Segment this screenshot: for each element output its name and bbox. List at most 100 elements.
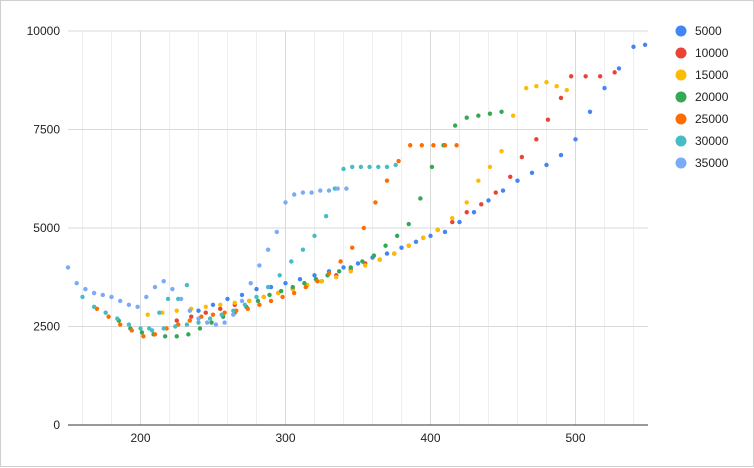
data-point <box>174 318 179 323</box>
data-point <box>147 326 152 331</box>
data-point <box>290 284 295 290</box>
data-point <box>429 164 435 170</box>
data-point <box>476 113 481 118</box>
data-point <box>479 202 484 207</box>
data-point <box>178 296 184 302</box>
legend-label: 35000 <box>695 156 729 170</box>
data-point <box>602 85 607 91</box>
data-point <box>394 233 400 239</box>
data-point <box>341 166 346 172</box>
data-point <box>210 302 216 308</box>
data-point <box>334 275 339 280</box>
data-point <box>452 123 458 128</box>
series-10000 <box>174 70 617 323</box>
data-point <box>442 143 448 148</box>
legend-label: 15000 <box>695 68 729 82</box>
data-point <box>161 326 166 331</box>
data-point <box>564 87 569 93</box>
data-point <box>267 292 272 298</box>
data-point <box>218 306 223 311</box>
data-point <box>247 298 252 304</box>
y-tick-label: 0 <box>53 418 60 432</box>
data-point <box>358 164 364 170</box>
data-point <box>297 277 303 282</box>
data-point <box>371 253 377 258</box>
data-point <box>242 302 248 308</box>
data-point <box>231 308 236 313</box>
data-point <box>302 280 307 286</box>
data-point <box>583 74 588 79</box>
data-point <box>141 334 146 339</box>
data-point <box>487 111 493 116</box>
data-point <box>392 251 397 256</box>
legend-marker <box>675 69 687 81</box>
data-point <box>413 239 419 244</box>
data-point <box>254 286 259 292</box>
data-point <box>464 115 469 120</box>
data-point <box>471 210 477 215</box>
series-20000 <box>116 109 504 339</box>
data-point <box>129 328 134 333</box>
series-5000 <box>196 42 648 313</box>
y-tick-label: 5000 <box>33 221 60 235</box>
data-point <box>428 233 433 239</box>
series-30000 <box>80 162 398 333</box>
data-point <box>257 263 262 268</box>
data-point <box>355 261 361 266</box>
x-tick-label: 300 <box>275 431 295 445</box>
data-point <box>162 334 168 339</box>
data-point <box>545 117 551 122</box>
data-point <box>138 326 143 331</box>
series-15000 <box>145 80 569 317</box>
data-point <box>187 318 192 323</box>
data-point <box>360 259 365 264</box>
data-point <box>642 42 648 47</box>
legend-marker <box>675 47 687 59</box>
data-point <box>174 334 179 339</box>
data-point <box>283 200 288 205</box>
data-point <box>239 298 245 304</box>
data-point <box>534 83 539 89</box>
data-point <box>231 312 236 317</box>
data-point <box>341 265 346 270</box>
legend-label: 5000 <box>695 24 722 38</box>
data-point <box>65 265 71 270</box>
data-point <box>187 308 192 313</box>
data-point <box>118 322 123 327</box>
y-tick-label: 7500 <box>33 123 60 137</box>
data-point <box>248 280 253 286</box>
data-point <box>318 188 323 193</box>
data-point <box>487 164 493 170</box>
data-point <box>209 320 214 325</box>
data-point <box>534 137 539 142</box>
data-point <box>544 80 549 85</box>
data-point <box>118 298 123 304</box>
data-point <box>399 245 404 250</box>
data-point <box>245 306 250 311</box>
data-point <box>203 304 208 309</box>
data-point <box>326 271 332 276</box>
data-point <box>500 188 506 193</box>
data-point <box>597 74 603 79</box>
data-point <box>457 219 462 225</box>
data-point <box>406 221 411 227</box>
data-point <box>210 312 216 317</box>
data-point <box>280 294 285 300</box>
data-point <box>529 170 535 176</box>
data-point <box>292 290 297 296</box>
data-point <box>186 332 191 337</box>
data-point <box>126 302 132 308</box>
gridlines <box>68 30 648 425</box>
data-point <box>544 162 549 168</box>
data-point <box>300 190 306 195</box>
data-point <box>157 310 162 315</box>
data-point <box>421 235 426 241</box>
data-point <box>587 109 593 114</box>
data-point <box>350 245 355 250</box>
data-point <box>205 320 210 325</box>
data-point <box>106 314 111 319</box>
data-point <box>196 316 201 321</box>
data-point <box>268 298 274 304</box>
legend: 5000 10000 15000 20000 25000 30000 35000 <box>675 24 729 170</box>
y-tick-label: 2500 <box>33 320 60 334</box>
